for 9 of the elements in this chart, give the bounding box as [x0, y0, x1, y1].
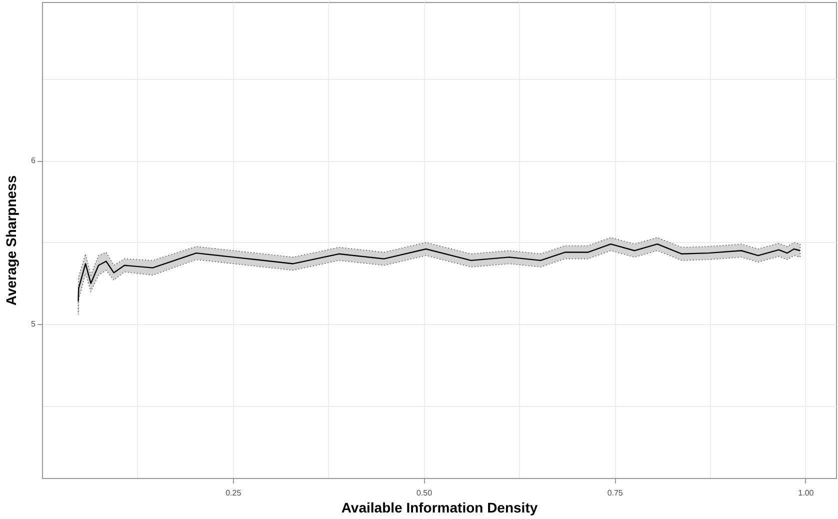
x-tick-label: 0.75	[607, 488, 624, 498]
y-axis-title: Average Sharpness	[3, 175, 20, 306]
x-tick-label: 0.25	[226, 488, 242, 498]
y-tick-label: 5	[31, 320, 36, 329]
line-series	[78, 243, 801, 302]
x-axis-title: Available Information Density	[341, 500, 538, 516]
x-tick-label: 0.50	[416, 488, 433, 498]
x-tick-label: 1.00	[798, 488, 814, 498]
y-tick-label: 6	[31, 156, 36, 166]
